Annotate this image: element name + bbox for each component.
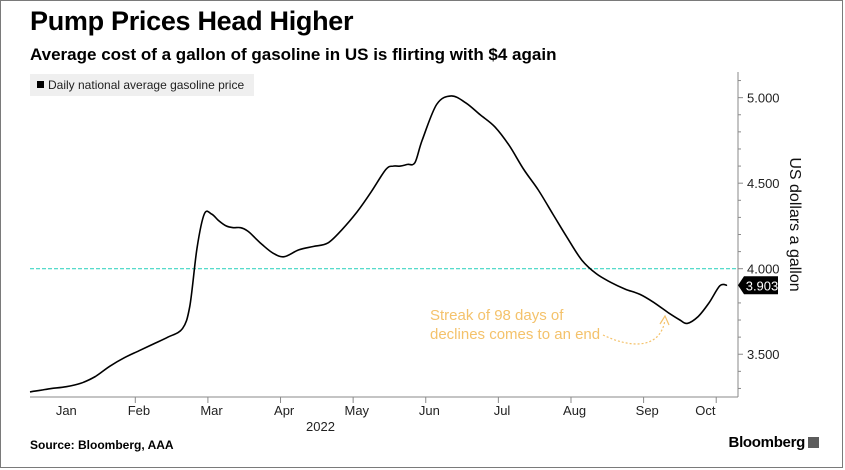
annotation-text-line2: declines comes to an end bbox=[430, 326, 600, 343]
y-tick-label: 4.000 bbox=[747, 262, 780, 277]
legend-layer: Daily national average gasoline price bbox=[30, 74, 254, 96]
y-tick-label: 4.500 bbox=[747, 176, 780, 191]
x-tick-label: Jul bbox=[494, 403, 511, 418]
x-tick-label: Jan bbox=[56, 403, 77, 418]
axis-layer: 3.500 4.000 4.500 5.000 US dollars a gallon J… bbox=[30, 72, 803, 434]
x-tick-label: Oct bbox=[695, 403, 716, 418]
x-tick-label: Mar bbox=[200, 403, 223, 418]
source-note: Source: Bloomberg, AAA bbox=[30, 438, 174, 452]
x-axis-year-label: 2022 bbox=[306, 419, 335, 434]
legend-entry-label: Daily national average gasoline price bbox=[48, 78, 244, 92]
y-tick-label: 3.500 bbox=[747, 347, 780, 362]
annotation-arrow-head bbox=[659, 314, 670, 326]
x-tick-label: Sep bbox=[636, 403, 659, 418]
x-tick-label: Aug bbox=[563, 403, 586, 418]
annotation-layer: Streak of 98 days of declines comes to an… bbox=[430, 307, 670, 345]
last-value-badge: 3.903 bbox=[738, 276, 779, 295]
series-line-gas-price bbox=[29, 95, 728, 393]
last-value-badge-shape bbox=[738, 276, 778, 295]
brand-chart-icon bbox=[808, 437, 819, 448]
x-tick-label: Feb bbox=[128, 403, 150, 418]
annotation-arrow bbox=[602, 319, 666, 345]
legend-swatch bbox=[37, 81, 44, 88]
x-tick-label: Jun bbox=[419, 403, 440, 418]
x-tick-label: May bbox=[344, 403, 369, 418]
y-axis-label: US dollars a gallon bbox=[786, 157, 803, 291]
last-value-label: 3.903 bbox=[746, 278, 779, 293]
brand-logo-text: Bloomberg bbox=[728, 434, 806, 451]
annotation-text-line1: Streak of 98 days of bbox=[430, 307, 564, 324]
chart-subtitle: Average cost of a gallon of gasoline in … bbox=[30, 45, 557, 64]
chart-title: Pump Prices Head Higher bbox=[30, 6, 354, 36]
legend-box bbox=[30, 74, 254, 96]
series-layer: 3.903 bbox=[29, 95, 779, 393]
y-tick-label: 5.000 bbox=[747, 91, 780, 106]
x-tick-label: Apr bbox=[274, 403, 295, 418]
